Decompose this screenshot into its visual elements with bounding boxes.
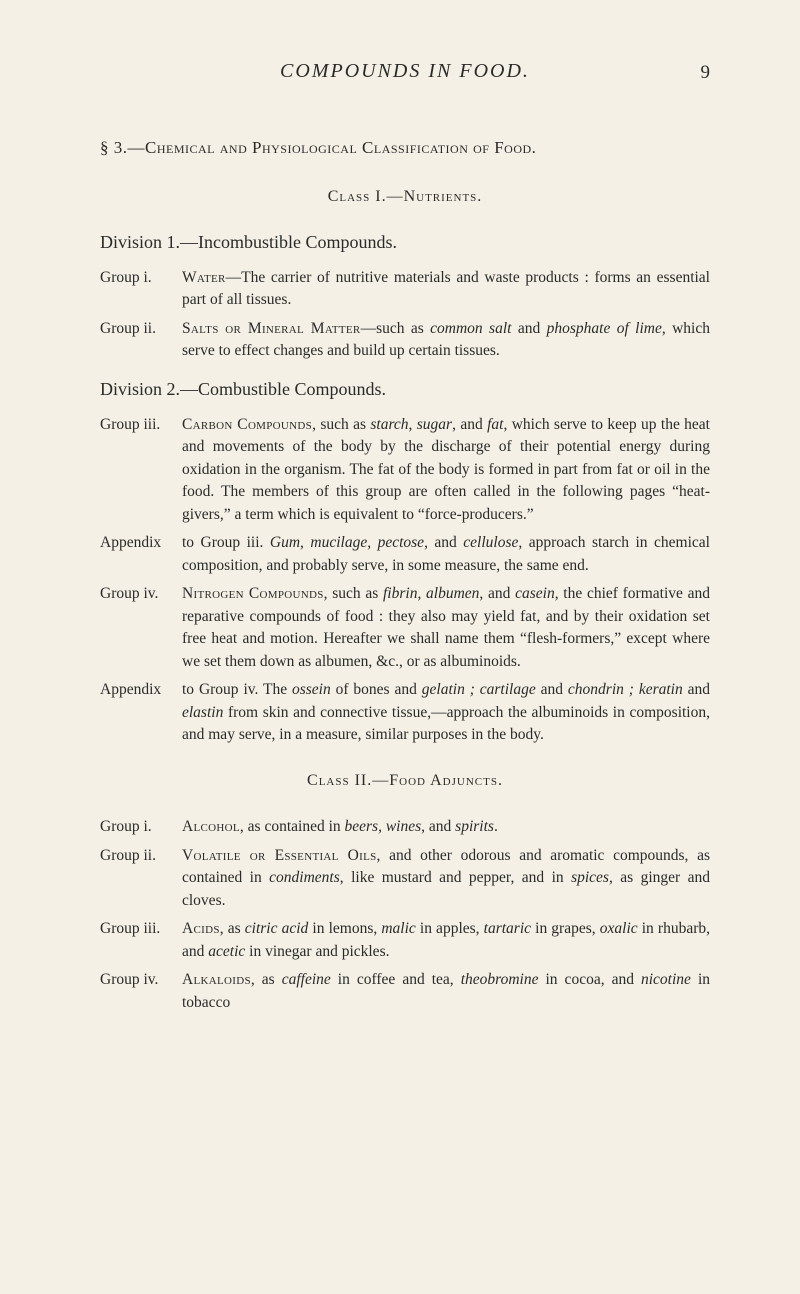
adjunct-2-entry: Group ii. Volatile or Essential Oils, an…: [100, 845, 710, 912]
group-3-entry: Group iii. Carbon Compounds, such as sta…: [100, 414, 710, 526]
group-2-entry: Group ii. Salts or Mineral Matter—such a…: [100, 318, 710, 363]
italic-term: elastin: [182, 704, 223, 721]
italic-term: cellulose: [463, 534, 518, 551]
entry-body: Alcohol, as contained in beers, wines, a…: [182, 816, 710, 838]
body-text: to Group iv. The: [182, 681, 292, 698]
entry-body: Carbon Compounds, such as starch, sugar,…: [182, 414, 710, 526]
appendix-1-entry: Appendix to Group iii. Gum, mucilage, pe…: [100, 532, 710, 577]
italic-term: Gum, mucilage, pectose: [270, 534, 424, 551]
page-number: 9: [701, 62, 711, 84]
group-label: Appendix: [100, 532, 182, 577]
italic-term: nicotine: [641, 971, 691, 988]
body-text: , such as: [312, 416, 370, 433]
italic-term: tartaric: [484, 920, 531, 937]
italic-term: common salt: [430, 320, 511, 337]
group-label: Group ii.: [100, 318, 182, 363]
lead-term: Salts or Mineral Matter: [182, 320, 361, 337]
adjunct-3-entry: Group iii. Acids, as citric acid in lemo…: [100, 918, 710, 963]
lead-term: Carbon Compounds: [182, 416, 312, 433]
section-heading: § 3.—Chemical and Physiological Classifi…: [100, 138, 710, 158]
group-label: Group iii.: [100, 414, 182, 526]
body-text: and: [511, 320, 546, 337]
italic-term: casein: [515, 585, 555, 602]
body-text: .: [494, 818, 498, 835]
lead-term: Acids: [182, 920, 220, 937]
entry-body: Volatile or Essential Oils, and other od…: [182, 845, 710, 912]
italic-term: malic: [381, 920, 415, 937]
italic-term: ossein: [292, 681, 331, 698]
lead-term: Nitrogen Compounds: [182, 585, 324, 602]
class-1-heading: Class I.—Nutrients.: [100, 188, 710, 206]
body-text: and: [683, 681, 710, 698]
body-text: of bones and: [331, 681, 422, 698]
italic-term: gelatin ; cartilage: [422, 681, 536, 698]
italic-term: chondrin ; keratin: [568, 681, 683, 698]
group-4-entry: Group iv. Nitrogen Compounds, such as fi…: [100, 583, 710, 673]
group-label: Group iv.: [100, 583, 182, 673]
body-text: in vinegar and pickles.: [245, 943, 389, 960]
adjunct-1-entry: Group i. Alcohol, as contained in beers,…: [100, 816, 710, 838]
body-text: , such as: [324, 585, 383, 602]
division-1-heading: Division 1.—Incombustible Compounds.: [100, 232, 710, 253]
italic-term: phosphate of lime: [547, 320, 662, 337]
running-head: COMPOUNDS IN FOOD. 9: [100, 60, 710, 83]
body-text: , like mustard and pepper, and in: [340, 869, 571, 886]
italic-term: condiments: [269, 869, 340, 886]
running-title: COMPOUNDS IN FOOD.: [280, 60, 530, 83]
body-text: in coffee and tea,: [331, 971, 461, 988]
italic-term: citric acid: [245, 920, 309, 937]
body-text: , and: [421, 818, 455, 835]
body-text: in cocoa, and: [538, 971, 641, 988]
entry-body: Salts or Mineral Matter—such as common s…: [182, 318, 710, 363]
italic-term: theobromine: [461, 971, 539, 988]
italic-term: fat: [487, 416, 503, 433]
body-text: —such as: [361, 320, 431, 337]
entry-body: Alkaloids, as caffeine in coffee and tea…: [182, 969, 710, 1014]
body-text: from skin and connective tissue,—approac…: [182, 704, 710, 743]
body-text: , and: [479, 585, 515, 602]
group-label: Appendix: [100, 679, 182, 746]
italic-term: acetic: [208, 943, 245, 960]
group-label: Group i.: [100, 267, 182, 312]
italic-term: caffeine: [282, 971, 331, 988]
entry-body: Nitrogen Compounds, such as fibrin, albu…: [182, 583, 710, 673]
body-text: —The carrier of nutritive materials and …: [226, 269, 589, 286]
body-text: to Group iii.: [182, 534, 270, 551]
italic-term: beers, wines: [345, 818, 422, 835]
body-text: , as contained in: [240, 818, 345, 835]
italic-term: spirits: [455, 818, 494, 835]
group-1-entry: Group i. Water—The carrier of nutritive …: [100, 267, 710, 312]
italic-term: oxalic: [600, 920, 638, 937]
lead-term: Alcohol: [182, 818, 240, 835]
body-text: , and: [424, 534, 463, 551]
body-text: in lemons,: [308, 920, 381, 937]
entry-body: Water—The carrier of nutritive materials…: [182, 267, 710, 312]
division-2-heading: Division 2.—Combustible Compounds.: [100, 379, 710, 400]
adjunct-4-entry: Group iv. Alkaloids, as caffeine in coff…: [100, 969, 710, 1014]
italic-term: fibrin, albumen: [383, 585, 479, 602]
body-text: , and: [452, 416, 487, 433]
body-text: in grapes,: [531, 920, 600, 937]
body-text: in apples,: [416, 920, 484, 937]
class-2-heading: Class II.—Food Adjuncts.: [100, 772, 710, 790]
lead-term: Alkaloids: [182, 971, 251, 988]
entry-body: to Group iii. Gum, mucilage, pectose, an…: [182, 532, 710, 577]
group-label: Group iv.: [100, 969, 182, 1014]
group-label: Group iii.: [100, 918, 182, 963]
italic-term: spices: [571, 869, 609, 886]
entry-body: Acids, as citric acid in lemons, malic i…: [182, 918, 710, 963]
italic-term: starch, sugar: [370, 416, 452, 433]
group-label: Group ii.: [100, 845, 182, 912]
body-text: , as: [220, 920, 245, 937]
group-label: Group i.: [100, 816, 182, 838]
entry-body: to Group iv. The ossein of bones and gel…: [182, 679, 710, 746]
body-text: , as: [251, 971, 282, 988]
lead-term: Volatile or Essential Oils: [182, 847, 377, 864]
body-text: and: [536, 681, 568, 698]
lead-term: Water: [182, 269, 226, 286]
appendix-2-entry: Appendix to Group iv. The ossein of bone…: [100, 679, 710, 746]
